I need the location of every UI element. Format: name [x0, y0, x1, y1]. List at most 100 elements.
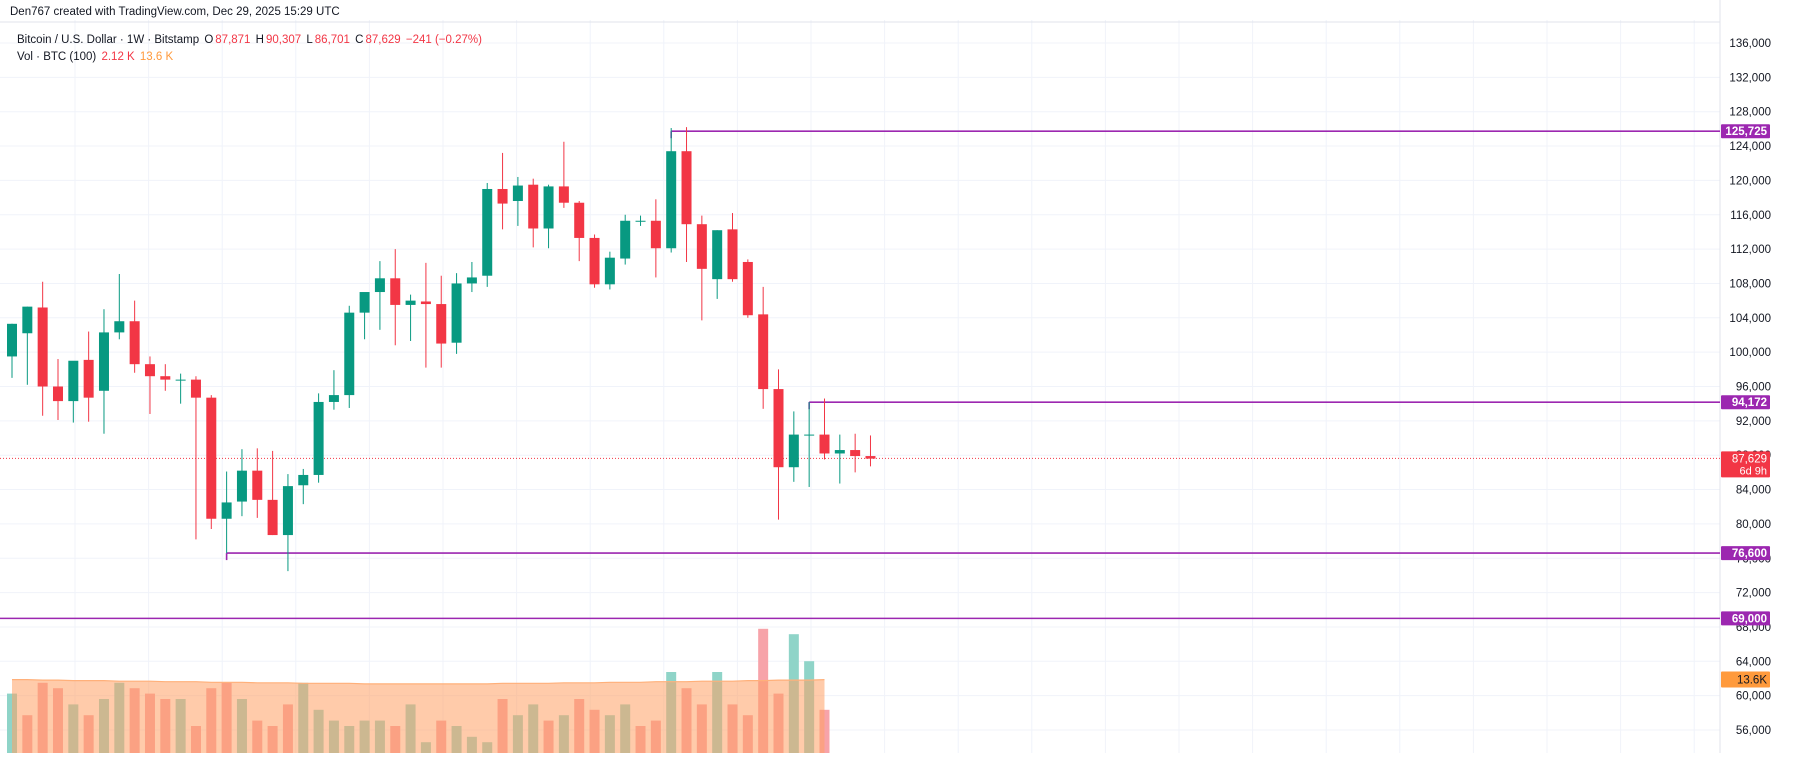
candle-body — [650, 220, 661, 249]
levels — [0, 130, 1720, 620]
candle-body — [114, 321, 125, 333]
candle-body — [466, 277, 477, 284]
y-tick-label: 124,000 — [1729, 141, 1771, 153]
last-price-label-bg — [1721, 451, 1770, 478]
candle-body — [497, 188, 508, 204]
candle-body — [696, 224, 707, 269]
volume-name[interactable]: Vol · BTC (100) — [17, 51, 97, 63]
volume-ma-line — [12, 678, 825, 685]
level-label-text: 125,725 — [1725, 126, 1767, 138]
volume-ma-label: 13.6K — [1737, 675, 1767, 687]
candle-body — [37, 307, 48, 387]
y-tick-label: 64,000 — [1736, 656, 1771, 668]
candle-body — [436, 304, 447, 344]
candle-body — [83, 359, 94, 398]
y-tick-label: 132,000 — [1729, 72, 1771, 84]
level-label-text: 76,600 — [1732, 548, 1767, 560]
candle-body — [865, 456, 876, 459]
candle-body — [282, 486, 293, 536]
candle-body — [742, 261, 753, 316]
high-value: 90,307 — [265, 34, 302, 46]
symbol-name[interactable]: Bitcoin / U.S. Dollar · 1W · Bitstamp — [17, 34, 200, 46]
candle-body — [758, 314, 769, 390]
y-tick-label: 104,000 — [1729, 313, 1771, 325]
y-tick-label: 108,000 — [1729, 278, 1771, 290]
candle-body — [221, 502, 232, 519]
candle-body — [528, 184, 539, 229]
candle-body — [267, 499, 278, 536]
volume-ma-area — [12, 679, 825, 753]
candle-body — [390, 278, 401, 305]
candle-body — [328, 395, 339, 402]
volume-legend[interactable]: Vol · BTC (100) 2.12 K 13.6 K — [17, 51, 175, 63]
open-value: 87,871 — [215, 34, 251, 46]
last-price-label: 87,629 — [1732, 453, 1767, 465]
candle-body — [512, 185, 523, 202]
candle-body — [52, 386, 63, 402]
candle-body — [405, 300, 416, 305]
change-value: −241 (−0.27%) — [405, 34, 482, 46]
volume-ma-label-bg — [1721, 671, 1770, 688]
candle-body — [482, 188, 493, 276]
candle-body — [98, 332, 109, 391]
y-tick-label: 116,000 — [1730, 210, 1771, 222]
y-tick-label: 136,000 — [1729, 38, 1771, 50]
candle-body — [68, 360, 79, 402]
candle-body — [420, 301, 431, 305]
candle-body — [543, 186, 554, 229]
candles — [7, 127, 876, 572]
candle-body — [620, 220, 631, 259]
candle-body — [819, 434, 830, 454]
candle-body — [635, 220, 646, 222]
y-tick-label: 128,000 — [1729, 107, 1771, 119]
y-tick-label: 60,000 — [1736, 691, 1771, 703]
close-value: 87,629 — [365, 34, 401, 46]
candle-body — [298, 474, 309, 486]
candle-body — [804, 434, 815, 436]
candle-body — [788, 434, 799, 468]
y-tick-label: 100,000 — [1729, 347, 1771, 359]
y-tick-label: 84,000 — [1736, 485, 1771, 497]
candle-body — [359, 292, 370, 313]
candle-body — [160, 376, 171, 380]
level-label-bg — [1721, 124, 1770, 139]
level-label-bg — [1721, 395, 1770, 410]
y-tick-label: 112,000 — [1730, 244, 1771, 256]
countdown-label: 6d 9h — [1739, 465, 1767, 477]
candle-body — [589, 237, 600, 285]
candle-body — [451, 283, 462, 343]
high-label: H — [255, 34, 264, 46]
candle-body — [604, 257, 615, 285]
level-labels: 125,725 94,172 76,600 69,000 — [1721, 124, 1770, 626]
low-value: 86,701 — [314, 34, 350, 46]
candle-body — [7, 323, 17, 357]
y-tick-label: 96,000 — [1736, 382, 1771, 394]
candle-body — [850, 450, 861, 457]
close-label: C — [355, 34, 364, 46]
candle-body — [252, 470, 263, 500]
level-label-bg — [1721, 611, 1770, 626]
candle-body — [129, 321, 140, 365]
open-label: O — [204, 34, 214, 46]
y-tick-label: 120,000 — [1729, 175, 1771, 187]
candle-body — [144, 364, 155, 377]
y-tick-label: 92,000 — [1736, 416, 1771, 428]
low-label: L — [306, 34, 313, 46]
candle-body — [190, 379, 201, 398]
y-axis-labels: 136,000 132,000 128,000 124,000 120,000 116,0… — [1729, 38, 1771, 737]
level-label-text: 94,172 — [1732, 397, 1767, 409]
candle-body — [834, 450, 845, 454]
grid-lines — [0, 20, 1720, 753]
candle-body — [236, 470, 247, 502]
candle-body — [22, 306, 33, 334]
volume-value: 2.12 K — [101, 51, 135, 63]
candle-body — [558, 186, 569, 203]
author-line: Den767 created with TradingView.com, Dec… — [10, 6, 340, 18]
y-tick-label: 56,000 — [1736, 725, 1771, 737]
candle-body — [206, 397, 217, 519]
candle-body — [712, 230, 723, 280]
candle-body — [344, 312, 355, 396]
